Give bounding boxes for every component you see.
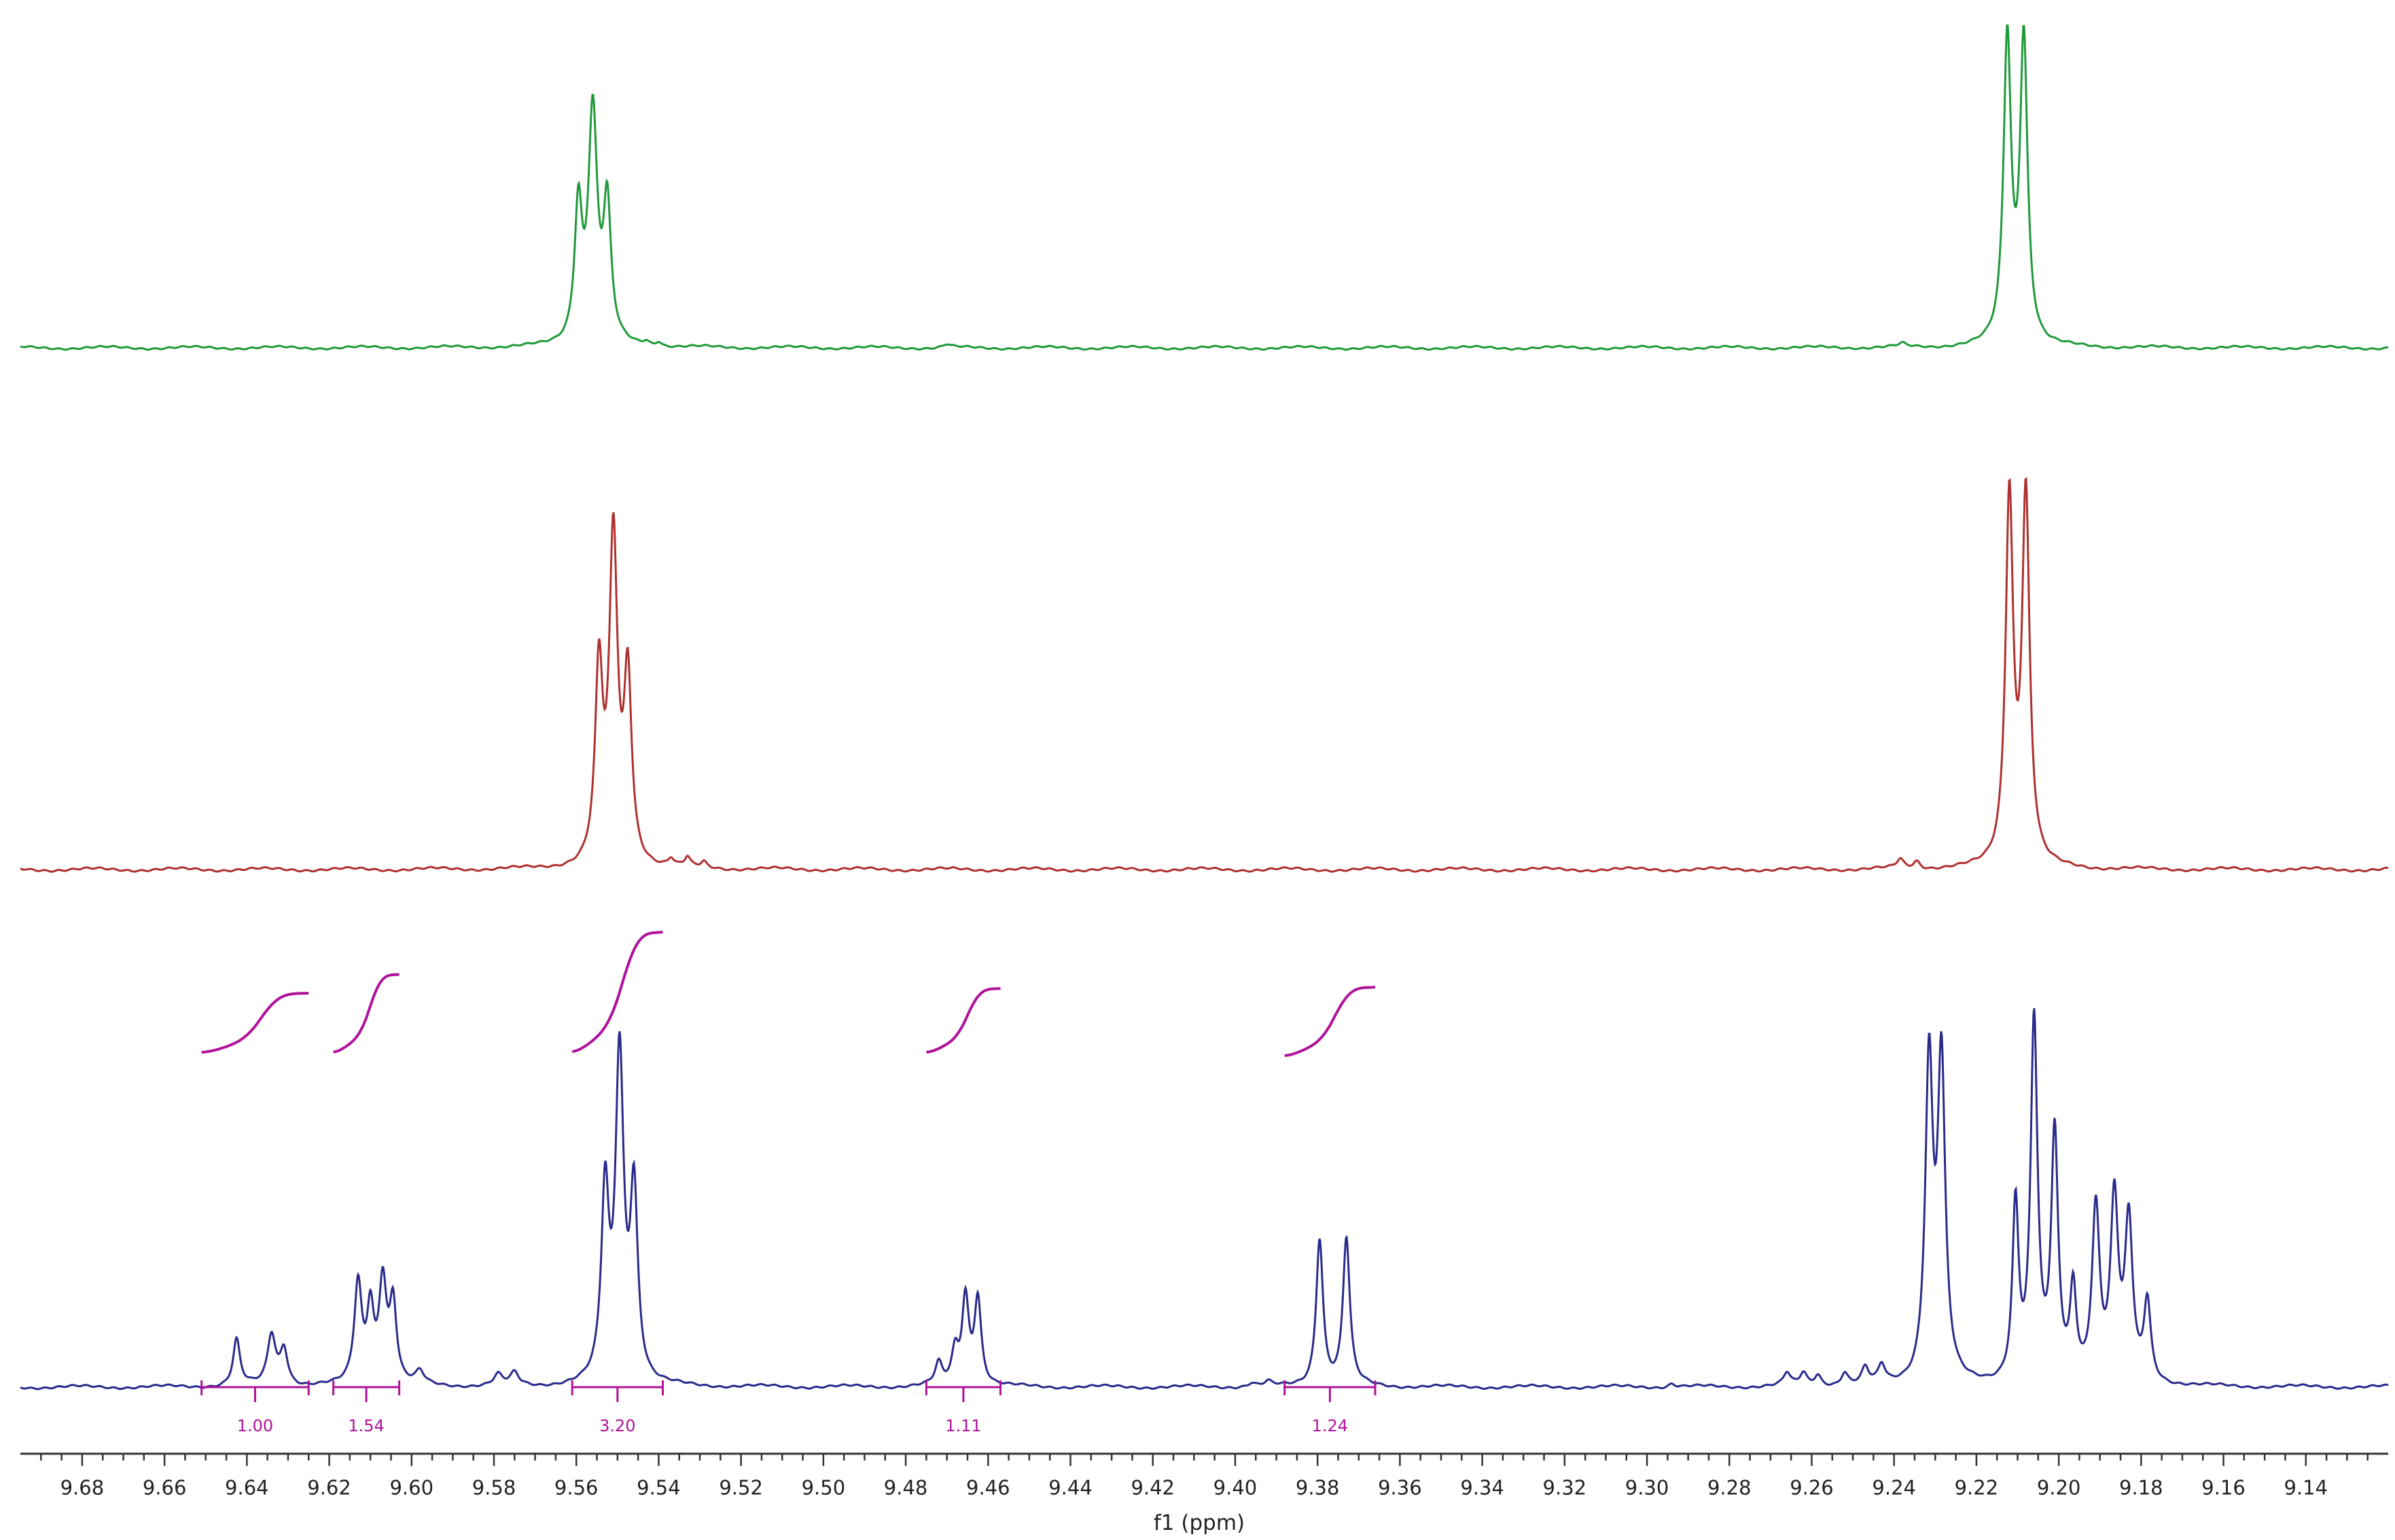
- x-tick-label: 9.22: [1955, 1476, 1999, 1499]
- integral-value-label: 1.00: [237, 1416, 273, 1435]
- x-tick-label: 9.42: [1131, 1476, 1175, 1499]
- x-tick-label: 9.24: [1872, 1476, 1916, 1499]
- x-tick-label: 9.28: [1707, 1476, 1752, 1499]
- x-tick-label: 9.54: [637, 1476, 681, 1499]
- x-tick-label: 9.14: [2284, 1476, 2328, 1499]
- x-tick-label: 9.18: [2119, 1476, 2163, 1499]
- x-tick-label: 9.16: [2201, 1476, 2246, 1499]
- x-tick-label: 9.68: [60, 1476, 105, 1499]
- x-tick-label: 9.38: [1296, 1476, 1340, 1499]
- x-tick-label: 9.32: [1543, 1476, 1587, 1499]
- integral-value-label: 1.11: [945, 1416, 981, 1435]
- spectra-layer: [20, 24, 2389, 1391]
- x-tick-label: 9.66: [143, 1476, 187, 1499]
- spectrum-trace-middle: [20, 477, 2389, 873]
- integrals-layer: 1.00 1.54 3.20 1.11 1.24: [200, 931, 1377, 1435]
- x-tick-label: 9.64: [225, 1476, 269, 1499]
- x-tick-label: 9.56: [554, 1476, 599, 1499]
- integral-curve: [333, 973, 400, 1054]
- integral-curve: [201, 992, 309, 1054]
- x-tick-label: 9.50: [802, 1476, 846, 1499]
- x-tick-label: 9.34: [1460, 1476, 1504, 1499]
- x-tick-label: 9.46: [966, 1476, 1010, 1499]
- integral-curve: [571, 931, 663, 1053]
- x-axis: 9.68 9.66 9.64 9.62 9.60 9.58 9.56 9.54 9.52 9.50…: [20, 1452, 2388, 1499]
- integral-curve: [926, 987, 1001, 1054]
- x-tick-label: 9.44: [1048, 1476, 1093, 1499]
- x-tick-label: 9.30: [1625, 1476, 1669, 1499]
- x-tick-label: 9.20: [2037, 1476, 2081, 1499]
- x-tick-label: 9.40: [1213, 1476, 1258, 1499]
- x-tick-label: 9.52: [719, 1476, 763, 1499]
- x-tick-label: 9.48: [884, 1476, 928, 1499]
- x-tick-label: 9.26: [1790, 1476, 1834, 1499]
- x-tick-label: 9.62: [307, 1476, 351, 1499]
- spectrum-trace-bottom: [20, 1008, 2389, 1391]
- x-tick-label: 9.36: [1378, 1476, 1422, 1499]
- x-tick-label: 9.60: [389, 1476, 433, 1499]
- integral-value-label: 1.24: [1312, 1416, 1348, 1435]
- integral-value-label: 1.54: [348, 1416, 384, 1435]
- spectrum-trace-top: [20, 24, 2389, 351]
- x-axis-title: f1 (ppm): [1154, 1511, 1245, 1535]
- integral-curve: [1284, 986, 1376, 1057]
- integral-value-label: 3.20: [599, 1416, 635, 1435]
- x-tick-label: 9.58: [472, 1476, 516, 1499]
